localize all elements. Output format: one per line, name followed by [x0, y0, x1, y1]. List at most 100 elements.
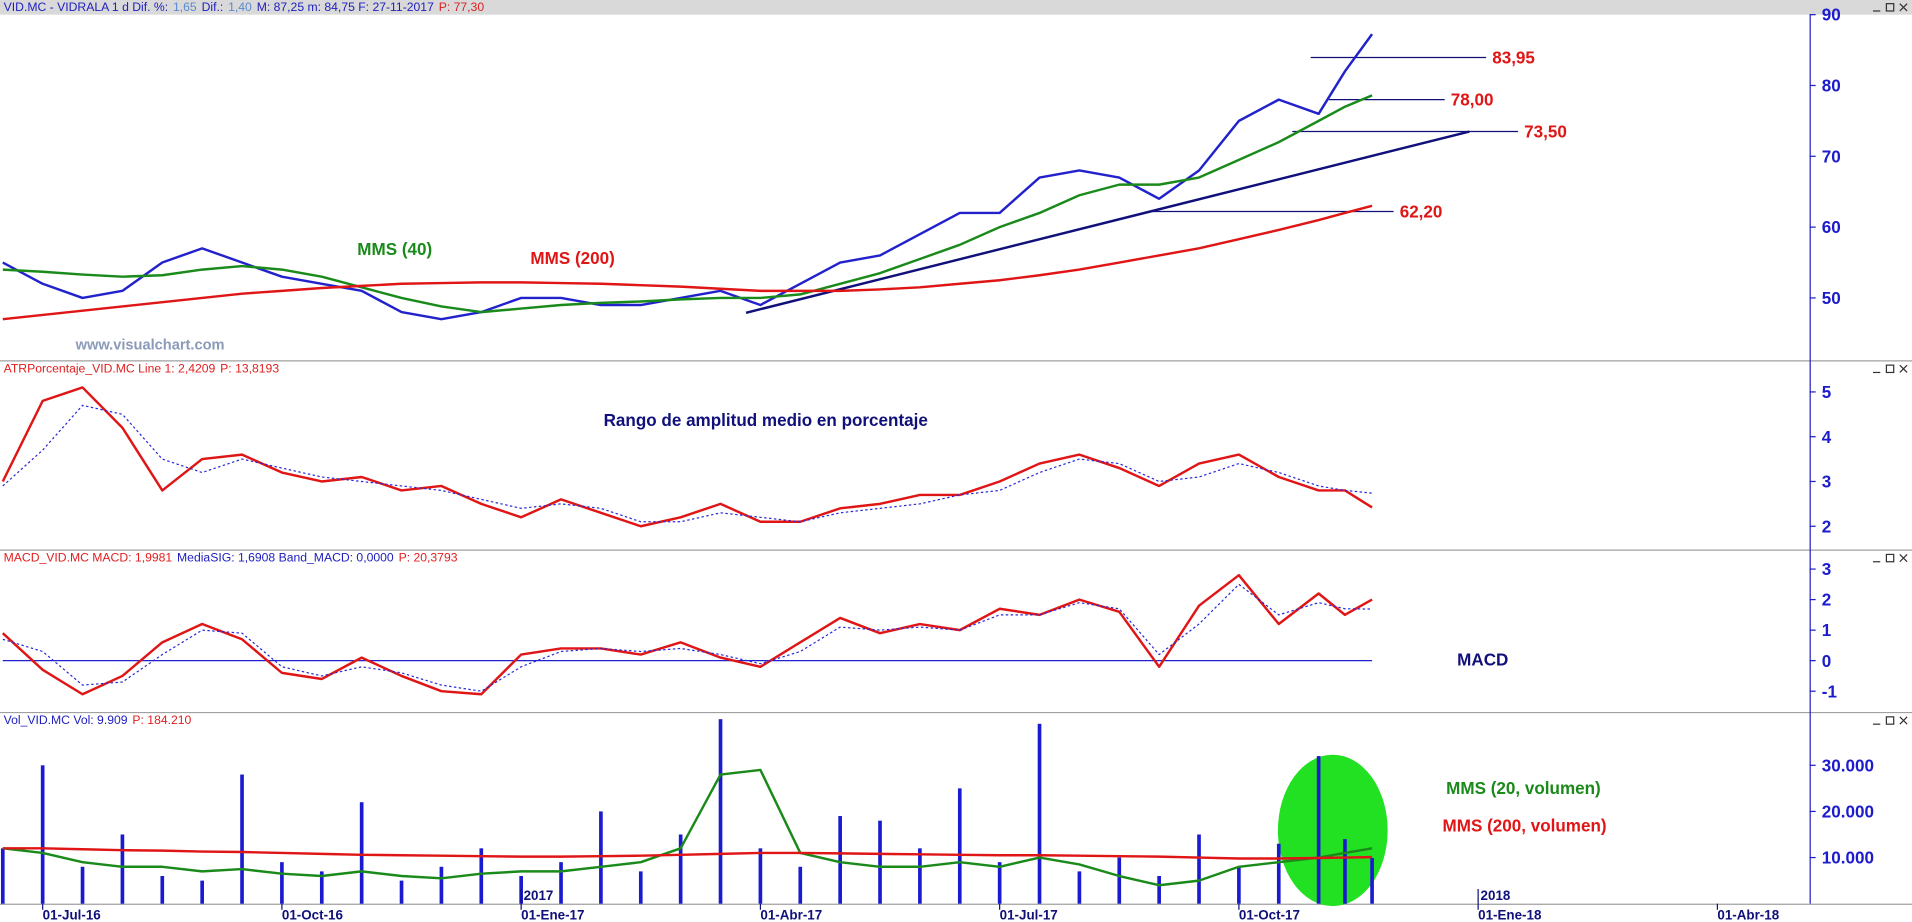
controls-panel-1	[1872, 3, 1908, 12]
x-tick-label: 01-Jul-16	[43, 908, 101, 922]
x-tick-label: 01-Ene-18	[1478, 908, 1542, 922]
volume-bar	[1037, 723, 1042, 904]
y-tick-label: 4	[1822, 428, 1832, 447]
year-label: 2018	[1481, 888, 1511, 903]
level-label: 83,95	[1492, 49, 1535, 68]
volume-bar	[1276, 843, 1281, 904]
header-field: Vol_VID.MC Vol: 9.909	[4, 713, 128, 727]
signal-line	[2, 404, 1373, 523]
controls-panel-2	[1872, 364, 1908, 374]
header-field: 1,40	[228, 0, 252, 14]
series-label: MMS (200, volumen)	[1443, 817, 1607, 836]
highlight-ellipse	[1277, 754, 1388, 907]
volume-bar	[399, 880, 404, 904]
x-tick-label: 01-Ene-17	[521, 908, 584, 922]
volume-bar	[240, 774, 244, 904]
y-tick-label: -1	[1822, 682, 1838, 701]
panel-header: VID.MC - VIDRALA 1 d Dif. %: 1,65 Dif.: 1,4…	[4, 0, 485, 14]
y-tick-label: 3	[1822, 560, 1831, 579]
volume-bar	[599, 811, 603, 904]
header-field: P: 77,30	[439, 0, 485, 14]
x-tick-label: 01-Oct-17	[1239, 908, 1300, 922]
y-tick-label: 5	[1822, 383, 1832, 402]
year-label: 2017	[524, 888, 554, 903]
header-field: MediaSIG: 1,6908 Band_MACD: 0,0000	[177, 551, 394, 565]
y-tick-label: 90	[1822, 6, 1841, 25]
panel: MACD_VID.MC MACD: 1,9981 MediaSIG: 1,6908…	[1, 551, 1838, 701]
series-line	[2, 847, 1373, 860]
panel-header: Vol_VID.MC Vol: 9.909 P: 184.210	[4, 713, 192, 727]
volume-bar	[1077, 871, 1082, 904]
level-label: 62,20	[1400, 203, 1443, 222]
header-bar	[0, 0, 1912, 15]
y-tick-label: 2	[1822, 591, 1831, 610]
header-field: ATRPorcentaje_VID.MC Line 1: 2,4209	[4, 361, 216, 375]
series-line	[2, 768, 1373, 887]
header-field: Dif.:	[202, 0, 224, 14]
volume-bar	[1237, 866, 1241, 904]
panel-title: MACD	[1457, 651, 1508, 670]
y-tick-label: 3	[1822, 473, 1831, 492]
volume-bar	[120, 834, 125, 904]
series-line	[2, 204, 1373, 321]
panel: ATRPorcentaje_VID.MC Line 1: 2,4209 P: 13…	[1, 361, 1832, 536]
x-tick-label: 01-Abr-17	[760, 908, 822, 922]
series-label: MMS (20, volumen)	[1446, 779, 1601, 798]
controls-panel-4	[1872, 716, 1908, 725]
watermark: www.visualchart.com	[75, 337, 225, 353]
header-field: M: 87,25 m: 84,75 F: 27-11-2017	[257, 0, 434, 14]
volume-bar	[678, 834, 683, 904]
y-tick-label: 10.000	[1822, 849, 1874, 868]
volume-bar	[319, 871, 324, 904]
header-field: VID.MC - VIDRALA 1 d Dif. %:	[4, 0, 168, 14]
window-controls	[1872, 3, 1908, 725]
volume-bar	[559, 862, 563, 904]
volume-bar	[838, 816, 842, 904]
volume-bar	[918, 848, 922, 904]
volume-bar	[359, 802, 364, 904]
y-tick-label: 50	[1822, 289, 1841, 308]
header-field: 1,65	[173, 0, 197, 14]
volume-bar	[957, 788, 962, 904]
y-tick-label: 80	[1822, 77, 1841, 96]
header-field: P: 184.210	[132, 713, 191, 727]
volume-bar	[479, 848, 484, 904]
y-tick-label: 60	[1822, 218, 1841, 237]
header-field: MACD_VID.MC MACD: 1,9981	[4, 551, 173, 565]
level-label: 78,00	[1451, 91, 1494, 110]
volume-bar	[1117, 857, 1122, 904]
level-label: 73,50	[1524, 123, 1567, 142]
volume-bar	[638, 871, 643, 904]
series-line	[1, 386, 1373, 528]
volume-bar	[0, 848, 5, 904]
volume-bar	[1370, 857, 1374, 904]
panel: Vol_VID.MC Vol: 9.909 P: 184.210 10.000 20.…	[0, 713, 1874, 922]
panel-header: MACD_VID.MC MACD: 1,9981 MediaSIG: 1,6908…	[4, 551, 458, 565]
volume-bar	[40, 765, 45, 904]
series-label: MMS (40)	[357, 240, 432, 259]
controls-panel-3	[1872, 553, 1908, 563]
panel-separators	[0, 14, 1912, 905]
volume-bar	[798, 866, 803, 904]
x-tick-label: 01-Oct-16	[282, 908, 343, 922]
volume-bar	[200, 880, 204, 904]
panel: VID.MC - VIDRALA 1 d Dif. %: 1,65 Dif.: 1,4…	[2, 0, 1841, 353]
series-line	[2, 33, 1374, 321]
volume-bar	[160, 876, 165, 904]
x-tick-label: 01-Abr-18	[1717, 908, 1779, 922]
series-line	[1, 573, 1373, 696]
y-tick-label: 20.000	[1822, 803, 1874, 822]
y-tick-label: 70	[1822, 147, 1841, 166]
y-tick-label: 30.000	[1822, 756, 1874, 775]
series-line	[2, 94, 1373, 314]
series-label: MMS (200)	[530, 249, 614, 268]
y-tick-label: 0	[1822, 652, 1831, 671]
volume-bar	[280, 862, 284, 904]
panel-header: ATRPorcentaje_VID.MC Line 1: 2,4209 P: 13…	[4, 361, 280, 375]
y-tick-label: 1	[1822, 621, 1832, 640]
volume-bar	[878, 820, 882, 904]
volume-bar	[718, 719, 723, 904]
trendline	[745, 130, 1470, 314]
